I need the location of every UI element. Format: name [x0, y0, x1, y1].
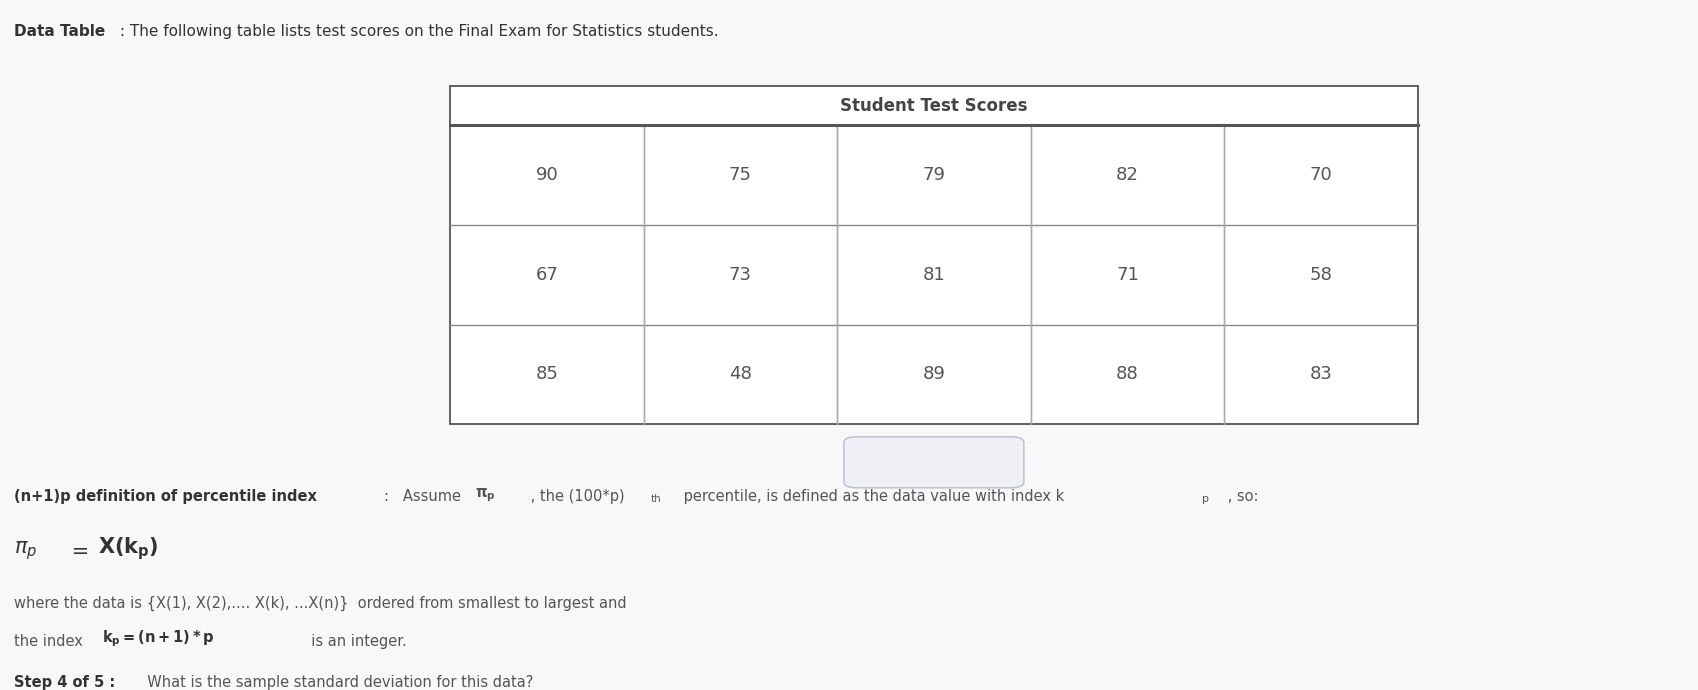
Text: 70: 70: [1309, 166, 1333, 184]
Text: the index: the index: [14, 633, 87, 649]
Text: Step 4 of 5 :: Step 4 of 5 :: [14, 675, 115, 690]
Text: 89: 89: [922, 366, 946, 384]
Text: 79: 79: [922, 166, 946, 184]
Text: 82: 82: [1116, 166, 1139, 184]
Text: Copy Data: Copy Data: [895, 455, 973, 470]
Text: =: =: [65, 542, 95, 562]
Text: percentile, is defined as the data value with index k: percentile, is defined as the data value…: [679, 489, 1065, 504]
Text: 71: 71: [1116, 266, 1139, 284]
Text: 67: 67: [535, 266, 559, 284]
Text: $\mathbf{\pi_p}$: $\mathbf{\pi_p}$: [475, 486, 496, 504]
Text: p: p: [1202, 494, 1209, 504]
Text: (n+1)p definition of percentile index: (n+1)p definition of percentile index: [14, 489, 316, 504]
Text: 90: 90: [535, 166, 559, 184]
Text: , so:: , so:: [1223, 489, 1258, 504]
Text: 58: 58: [1309, 266, 1333, 284]
Text: $\mathbf{X(k_p)}$: $\mathbf{X(k_p)}$: [98, 535, 160, 562]
Text: $\mathbf{k_p = (n + 1) * p}$: $\mathbf{k_p = (n + 1) * p}$: [102, 628, 214, 649]
Text: $\pi_p$: $\pi_p$: [14, 540, 37, 562]
Text: , the (100*p): , the (100*p): [526, 489, 625, 504]
Text: Student Test Scores: Student Test Scores: [841, 97, 1027, 115]
Text: th: th: [650, 494, 661, 504]
Text: 81: 81: [922, 266, 946, 284]
Text: 73: 73: [728, 266, 752, 284]
Text: 88: 88: [1116, 366, 1139, 384]
Text: What is the sample standard deviation for this data?: What is the sample standard deviation fo…: [138, 675, 533, 690]
Text: where the data is {X(1), X(2),.... X(k), ...X(n)}  ordered from smallest to larg: where the data is {X(1), X(2),.... X(k),…: [14, 595, 627, 611]
Text: 83: 83: [1309, 366, 1333, 384]
Text: is an integer.: is an integer.: [302, 633, 408, 649]
Text: : The following table lists test scores on the Final Exam for Statistics student: : The following table lists test scores …: [115, 24, 718, 39]
Text: Data Table: Data Table: [14, 24, 105, 39]
Text: 48: 48: [728, 366, 752, 384]
Text: 75: 75: [728, 166, 752, 184]
Text: 85: 85: [535, 366, 559, 384]
Text: :   Assume: : Assume: [384, 489, 465, 504]
FancyBboxPatch shape: [844, 437, 1024, 488]
Bar: [450, 86, 1418, 424]
